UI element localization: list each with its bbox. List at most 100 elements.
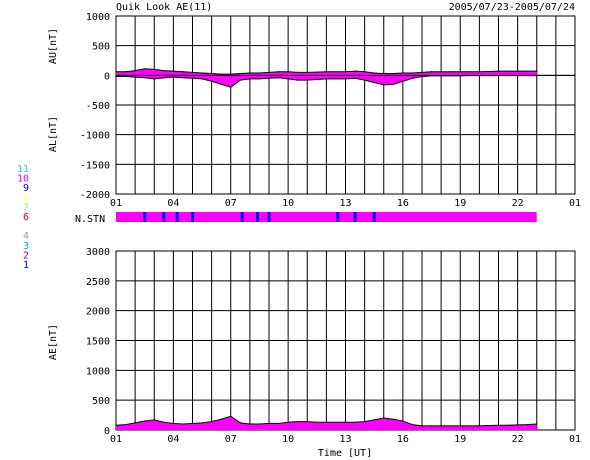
station-legend-entry: 8 bbox=[23, 193, 29, 204]
data-point bbox=[258, 78, 261, 80]
data-point bbox=[325, 421, 327, 423]
ae-axis-label: AE[nT] bbox=[48, 324, 59, 360]
data-point bbox=[488, 424, 490, 427]
data-point bbox=[517, 70, 519, 72]
y-tick-label: -1000 bbox=[80, 131, 110, 142]
data-point bbox=[191, 77, 194, 79]
data-point bbox=[392, 72, 394, 75]
data-point bbox=[526, 424, 528, 426]
station-dropout-mark bbox=[267, 212, 271, 222]
station-legend-entry: 11 bbox=[17, 164, 29, 175]
data-point bbox=[335, 71, 337, 73]
y-tick-label: 0 bbox=[104, 426, 110, 437]
station-legend-entry: 4 bbox=[23, 231, 29, 242]
data-point bbox=[383, 417, 385, 419]
y-tick-label: 1000 bbox=[86, 366, 110, 377]
data-point bbox=[335, 78, 337, 80]
data-point bbox=[526, 70, 528, 72]
x-axis-label: Time [UT] bbox=[318, 448, 372, 459]
data-point bbox=[115, 75, 117, 78]
data-point bbox=[497, 424, 500, 426]
data-point bbox=[421, 425, 423, 427]
data-point bbox=[536, 423, 538, 425]
y-tick-label: 500 bbox=[92, 42, 110, 53]
station-dropout-mark bbox=[191, 212, 194, 222]
data-point bbox=[182, 71, 184, 73]
data-point bbox=[536, 70, 538, 72]
data-point bbox=[450, 71, 452, 73]
station-legend-entry: 2 bbox=[23, 250, 29, 261]
date-range: 2005/07/23-2005/07/24 bbox=[449, 2, 575, 13]
data-point bbox=[497, 70, 500, 72]
data-point bbox=[220, 83, 222, 85]
x-tick-label: 01 bbox=[569, 198, 581, 209]
station-dropout-mark bbox=[162, 212, 166, 222]
data-point bbox=[344, 421, 347, 423]
data-point bbox=[430, 425, 433, 427]
data-point bbox=[402, 80, 404, 82]
data-point bbox=[191, 71, 194, 73]
au-axis-label: AU[nT] bbox=[48, 28, 59, 64]
data-point bbox=[201, 78, 203, 80]
data-point bbox=[316, 78, 318, 81]
x-tick-label: 16 bbox=[397, 198, 409, 209]
data-point bbox=[335, 421, 337, 423]
data-point bbox=[220, 73, 222, 75]
data-point bbox=[297, 71, 299, 73]
data-point bbox=[239, 79, 241, 81]
station-dropout-mark bbox=[240, 212, 244, 222]
data-point bbox=[507, 424, 509, 426]
data-point bbox=[249, 423, 251, 425]
y-tick-label: 2000 bbox=[86, 307, 110, 318]
station-dropout-mark bbox=[175, 212, 179, 222]
data-point bbox=[364, 71, 366, 73]
data-point bbox=[134, 422, 136, 424]
data-point bbox=[392, 418, 394, 420]
data-point bbox=[277, 422, 280, 425]
station-count-bar bbox=[116, 212, 537, 222]
x-tick-label: 16 bbox=[397, 434, 409, 445]
station-count-panel bbox=[116, 212, 537, 222]
data-point bbox=[268, 77, 270, 79]
data-point bbox=[249, 72, 251, 74]
data-point bbox=[316, 71, 318, 73]
al-axis-label: AL[nT] bbox=[48, 116, 59, 152]
data-point bbox=[306, 421, 308, 423]
data-point bbox=[421, 75, 423, 78]
station-legend-entry: 5 bbox=[23, 222, 29, 233]
data-point bbox=[373, 81, 375, 84]
data-point bbox=[115, 424, 117, 426]
station-legend-entry: 7 bbox=[23, 202, 29, 213]
data-point bbox=[469, 71, 471, 73]
data-point bbox=[201, 72, 203, 74]
data-point bbox=[402, 72, 404, 74]
data-point bbox=[258, 423, 261, 425]
station-legend-entry: 1 bbox=[23, 260, 29, 271]
station-legend-entry: 6 bbox=[23, 212, 29, 223]
x-tick-label: 22 bbox=[512, 198, 524, 209]
data-point bbox=[440, 425, 442, 427]
data-point bbox=[230, 86, 232, 88]
station-dropout-mark bbox=[256, 212, 260, 222]
data-point bbox=[373, 419, 375, 421]
data-point bbox=[306, 71, 308, 73]
y-tick-label: -1500 bbox=[80, 160, 110, 171]
x-tick-label: 19 bbox=[454, 198, 466, 209]
y-tick-label: -500 bbox=[86, 101, 110, 112]
x-tick-label: 07 bbox=[225, 434, 237, 445]
data-point bbox=[392, 83, 394, 85]
y-tick-label: 1000 bbox=[86, 12, 110, 23]
x-tick-label: 19 bbox=[454, 434, 466, 445]
y-tick-label: 1500 bbox=[86, 337, 110, 348]
data-point bbox=[354, 70, 356, 72]
data-point bbox=[134, 69, 136, 72]
x-tick-label: 10 bbox=[282, 198, 294, 209]
data-point bbox=[163, 77, 165, 79]
data-point bbox=[239, 72, 241, 75]
data-point bbox=[325, 71, 327, 73]
y-tick-label: 0 bbox=[104, 71, 110, 82]
station-count-label: N.STN bbox=[75, 214, 105, 225]
data-point bbox=[440, 71, 442, 73]
data-point bbox=[182, 77, 184, 79]
data-point bbox=[411, 424, 414, 426]
